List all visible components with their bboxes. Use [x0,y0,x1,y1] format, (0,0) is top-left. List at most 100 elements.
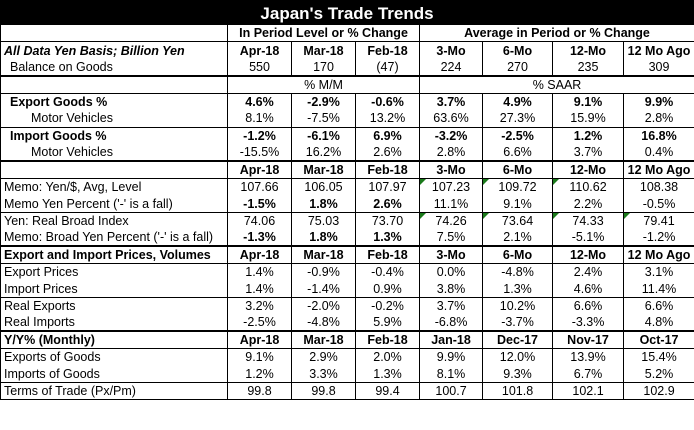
table-row: Memo Yen Percent ('-' is a fall) -1.5% 1.8… [0,195,694,213]
row-label: Export Goods % [0,92,228,111]
cell-value: 16.2% [291,143,356,162]
cell-value: 99.4 [354,382,420,401]
cell-value: 1.4% [227,263,292,281]
row-label: All Data Yen Basis; Billion Yen [0,41,228,59]
cell-value: Apr-18 [227,41,292,59]
cell-value: 12 Mo Ago [623,159,694,179]
cell-value: 6.9% [354,126,420,144]
cell-value: 12-Mo [552,159,624,179]
cell-value: 2.6% [354,143,420,162]
cell-value: Oct-17 [623,330,694,349]
cell-value: 7.5% [419,229,483,247]
cell-value: Apr-18 [227,245,292,264]
cell-value: 15.4% [623,348,694,366]
table-row: Terms of Trade (Px/Pm) 99.8 99.8 99.4 100.7 1… [0,382,694,401]
cell-value: -1.2% [623,229,694,247]
cell-value: 1.3% [354,229,420,247]
trade-table: In Period Level or % Change Average in P… [0,25,694,401]
header-row: Y/Y% (Monthly) Apr-18 Mar-18 Feb-18 Jan-18 De… [0,330,694,349]
cell-value: 2.8% [623,110,694,128]
cell-value: 10.2% [482,296,553,315]
cell-value: Feb-18 [354,159,420,179]
cell-value: Feb-18 [354,41,420,59]
cell-value: 74.33 [552,211,624,230]
table-row: Import Goods % -1.2% -6.1% 6.9% -3.2% -2.5% 1.… [0,126,694,144]
cell-value: Mar-18 [291,159,356,179]
group-header-row: In Period Level or % Change Average in P… [0,25,694,42]
cell-value: 9.3% [482,365,553,383]
row-label: Terms of Trade (Px/Pm) [0,382,228,401]
cell-value: 107.23 [419,177,483,196]
cell-value: 3.7% [552,143,624,162]
cell-value: Dec-17 [482,330,553,349]
table-row: Imports of Goods 1.2% 3.3% 1.3% 8.1% 9.3% 6.7%… [0,365,694,383]
cell-value: 0.9% [354,280,420,298]
cell-value: -4.8% [291,314,356,332]
cell-value: 3-Mo [419,41,483,59]
cell-value: -1.3% [227,229,292,247]
cell-value: 3.7% [419,296,483,315]
cell-value: 1.4% [227,280,292,298]
table-row: Import Prices 1.4% -1.4% 0.9% 3.8% 1.3% 4.6% 11… [0,280,694,298]
cell-value: Mar-18 [291,41,356,59]
cell-value: 12 Mo Ago [623,245,694,264]
cell-value: -5.1% [552,229,624,247]
cell-value: -7.5% [291,110,356,128]
cell-value: 4.9% [482,92,553,111]
cell-value: -0.9% [291,263,356,281]
row-label: Yen: Real Broad Index [0,211,228,230]
cell-value: 12-Mo [552,41,624,59]
cell-value: -6.8% [419,314,483,332]
row-label: Import Prices [0,280,228,298]
cell-value: Mar-18 [291,245,356,264]
cell-value: 3.3% [291,365,356,383]
table-row: Export Goods % 4.6% -2.9% -0.6% 3.7% 4.9% 9.1%… [0,92,694,111]
header-row: Export and Import Prices, Volumes Apr-18 M… [0,245,694,264]
row-label: Real Exports [0,296,228,315]
cell-value: 110.62 [552,177,624,196]
cell-value: 9.1% [552,92,624,111]
cell-value: 2.8% [419,143,483,162]
table-row: Yen: Real Broad Index 74.06 75.03 73.70 74.2… [0,211,694,230]
cell-value: -2.5% [482,126,553,144]
table-row: Real Exports 3.2% -2.0% -0.2% 3.7% 10.2% 6.6% 6… [0,296,694,315]
cell-value: -0.4% [354,263,420,281]
cell-value: 11.1% [419,195,483,213]
cell-value: 6-Mo [482,41,553,59]
table-row: Balance on Goods 550 170 (47) 224 270 235 309 [0,58,694,77]
cell-value: 8.1% [227,110,292,128]
cell-value: 101.8 [482,382,553,401]
cell-value: 0.4% [623,143,694,162]
unit-row: % M/M % SAAR [0,74,694,94]
row-label: Balance on Goods [0,58,228,77]
cell-value: Mar-18 [291,330,356,349]
row-label: Exports of Goods [0,348,228,366]
cell-value: -1.4% [291,280,356,298]
cell-value: 3.2% [227,296,292,315]
cell-value: 63.6% [419,110,483,128]
cell-value: 6.6% [482,143,553,162]
cell-value: -2.9% [291,92,356,111]
cell-value: Apr-18 [227,159,292,179]
cell-value: 1.2% [227,365,292,383]
cell-value: 1.2% [552,126,624,144]
cell-value: -1.5% [227,195,292,213]
cell-value: 1.8% [291,195,356,213]
cell-value: 235 [552,58,624,77]
saar-label: % SAAR [419,74,694,94]
cell-value: -0.5% [623,195,694,213]
cell-value: 1.8% [291,229,356,247]
cell-value: 13.2% [354,110,420,128]
cell-value: Feb-18 [354,330,420,349]
header-row: Apr-18 Mar-18 Feb-18 3-Mo 6-Mo 12-Mo 12 Mo Ago [0,159,694,179]
cell-value: 9.9% [419,348,483,366]
cell-value: 6.7% [552,365,624,383]
group-header-right: Average in Period or % Change [419,25,694,42]
table-row: Exports of Goods 9.1% 2.9% 2.0% 9.9% 12.0% 13.… [0,348,694,366]
cell-value: -3.7% [482,314,553,332]
cell-value: 99.8 [227,382,292,401]
cell-value: 3.8% [419,280,483,298]
row-label: Motor Vehicles [0,143,228,162]
table-row: Memo: Broad Yen Percent ('-' is a fall) -… [0,229,694,247]
